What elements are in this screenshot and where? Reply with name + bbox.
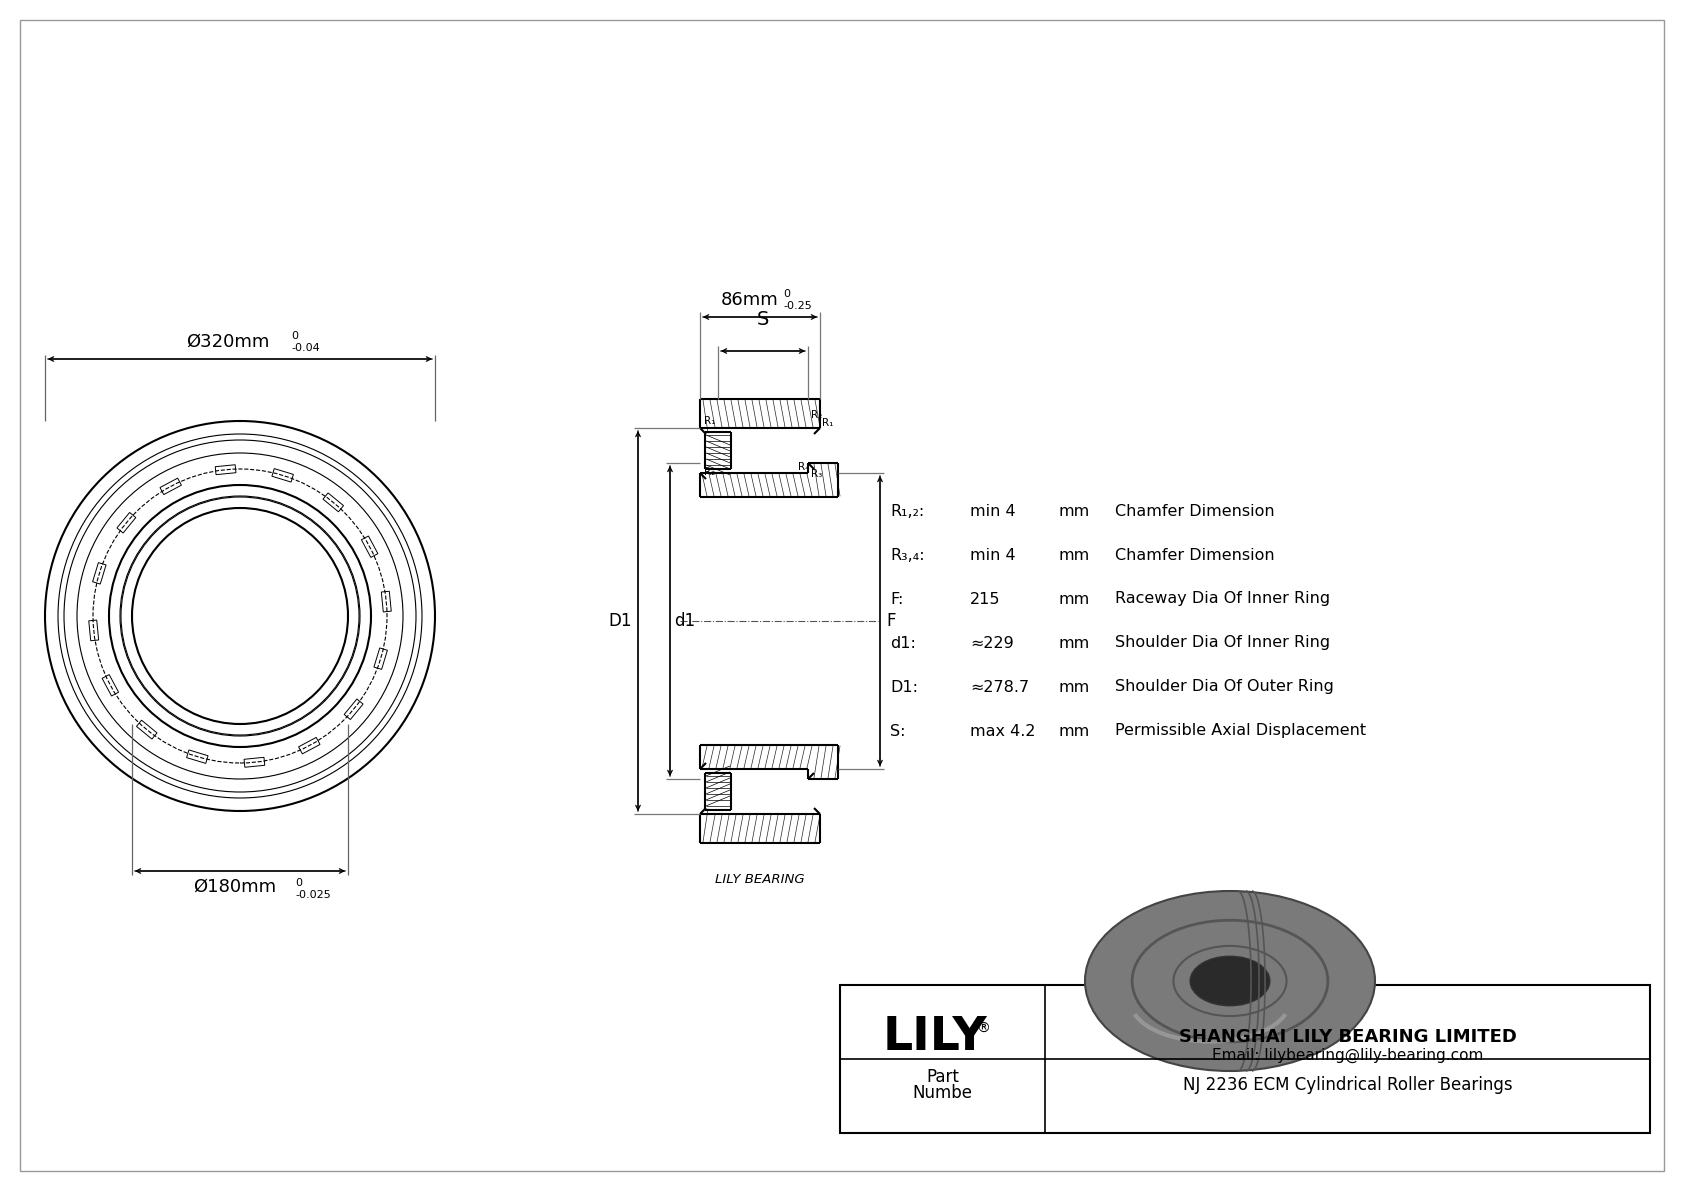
Text: R₁: R₁ — [822, 418, 834, 428]
Text: d1:: d1: — [891, 636, 916, 650]
Text: mm: mm — [1058, 592, 1090, 606]
Text: 0: 0 — [291, 331, 298, 341]
Ellipse shape — [1191, 956, 1270, 1005]
Text: S: S — [756, 310, 770, 329]
Text: min 4: min 4 — [970, 548, 1015, 562]
Text: mm: mm — [1058, 548, 1090, 562]
Text: R₂: R₂ — [812, 410, 822, 420]
Bar — [381, 591, 391, 612]
Text: 215: 215 — [970, 592, 1000, 606]
Text: -0.25: -0.25 — [783, 301, 812, 311]
Text: NJ 2236 ECM Cylindrical Roller Bearings: NJ 2236 ECM Cylindrical Roller Bearings — [1182, 1075, 1512, 1095]
Text: Chamfer Dimension: Chamfer Dimension — [1115, 504, 1275, 518]
Bar — [216, 464, 236, 475]
Text: mm: mm — [1058, 723, 1090, 738]
Text: ≈229: ≈229 — [970, 636, 1014, 650]
Text: mm: mm — [1058, 680, 1090, 694]
Bar — [103, 674, 118, 696]
Text: Email: lilybearing@lily-bearing.com: Email: lilybearing@lily-bearing.com — [1212, 1047, 1484, 1062]
Text: Ø180mm: Ø180mm — [194, 878, 276, 896]
Bar — [374, 648, 387, 669]
Text: LILY: LILY — [882, 1015, 987, 1060]
Text: R₃,₄:: R₃,₄: — [891, 548, 925, 562]
Bar — [89, 621, 99, 641]
Text: 0: 0 — [783, 289, 790, 299]
Text: 86mm: 86mm — [721, 291, 780, 308]
Bar — [116, 512, 136, 534]
Bar — [840, 985, 1650, 1133]
Text: R₁,₂:: R₁,₂: — [891, 504, 925, 518]
Bar — [362, 536, 377, 557]
Bar — [160, 478, 182, 494]
Text: R₃: R₃ — [812, 469, 822, 479]
Text: mm: mm — [1058, 636, 1090, 650]
Text: R₂: R₂ — [704, 467, 716, 478]
Text: D1:: D1: — [891, 680, 918, 694]
Bar — [244, 757, 264, 767]
Text: D1: D1 — [608, 612, 632, 630]
Bar — [298, 737, 320, 754]
Bar — [187, 750, 209, 763]
Text: R₁: R₁ — [704, 416, 716, 426]
Text: min 4: min 4 — [970, 504, 1015, 518]
Text: Numbe: Numbe — [913, 1084, 972, 1102]
Text: Permissible Axial Displacement: Permissible Axial Displacement — [1115, 723, 1366, 738]
Text: mm: mm — [1058, 504, 1090, 518]
Text: SHANGHAI LILY BEARING LIMITED: SHANGHAI LILY BEARING LIMITED — [1179, 1028, 1516, 1046]
Text: S:: S: — [891, 723, 906, 738]
Text: Ø320mm: Ø320mm — [187, 333, 269, 351]
Text: 0: 0 — [295, 878, 301, 888]
Bar — [323, 493, 344, 512]
Text: -0.04: -0.04 — [291, 343, 320, 353]
Text: Shoulder Dia Of Inner Ring: Shoulder Dia Of Inner Ring — [1115, 636, 1330, 650]
Ellipse shape — [1084, 891, 1376, 1071]
Text: max 4.2: max 4.2 — [970, 723, 1036, 738]
Text: LILY BEARING: LILY BEARING — [716, 873, 805, 886]
Text: F: F — [886, 612, 896, 630]
Text: d1: d1 — [674, 612, 695, 630]
Bar — [93, 562, 106, 584]
Bar — [271, 468, 293, 482]
Text: Shoulder Dia Of Outer Ring: Shoulder Dia Of Outer Ring — [1115, 680, 1334, 694]
Text: F:: F: — [891, 592, 903, 606]
Text: R₄: R₄ — [798, 462, 810, 472]
Text: ≈278.7: ≈278.7 — [970, 680, 1029, 694]
Bar — [344, 699, 364, 719]
Text: Raceway Dia Of Inner Ring: Raceway Dia Of Inner Ring — [1115, 592, 1330, 606]
Bar — [136, 721, 157, 740]
Text: Part: Part — [926, 1068, 958, 1086]
Text: -0.025: -0.025 — [295, 890, 330, 900]
Text: Chamfer Dimension: Chamfer Dimension — [1115, 548, 1275, 562]
Text: ®: ® — [977, 1022, 990, 1036]
